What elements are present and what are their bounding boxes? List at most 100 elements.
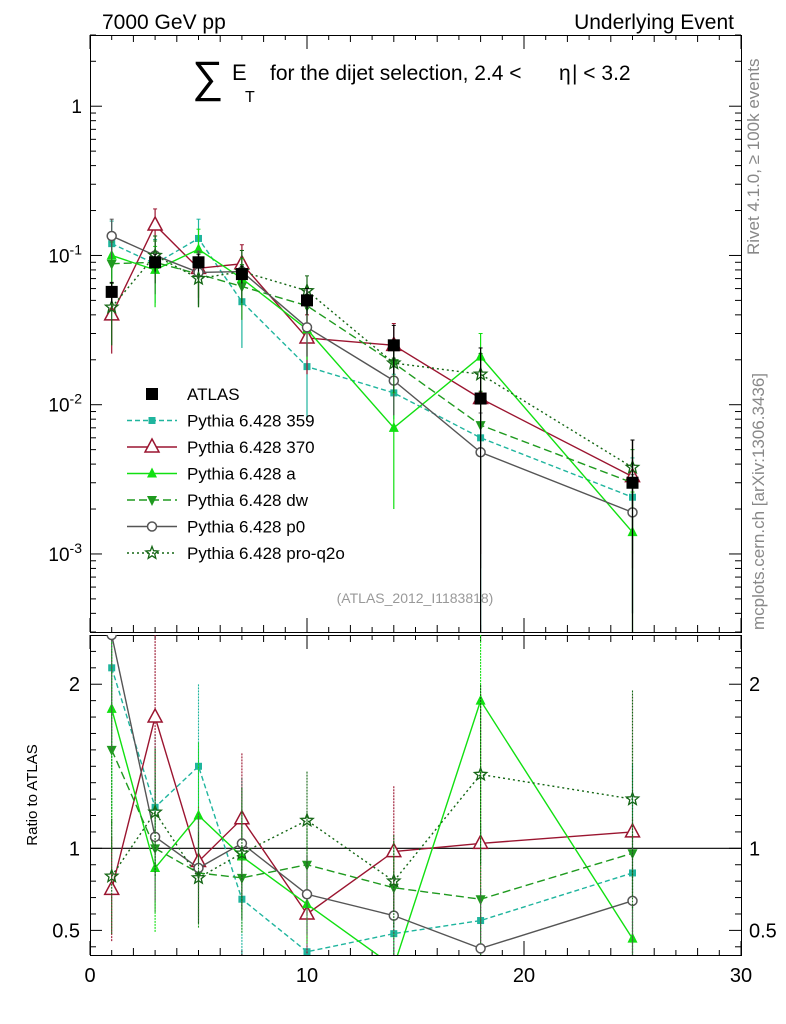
y-tick-label-main: 10-2 [48,391,82,417]
marker-open-circle [475,943,486,954]
y-tick-label-main: 10-1 [48,241,82,267]
marker-triangle [389,960,399,970]
series-line [111,223,633,478]
marker-star [103,298,120,314]
y-tick-label-ratio-left: 0.5 [52,920,80,942]
marker-square [626,476,639,489]
marker-open-triangle [146,707,164,723]
legend-label: Pythia 6.428 pro-q2o [187,544,345,563]
marker-open-circle [146,521,158,532]
analysis-id-label: (ATLAS_2012_I1183818) [337,590,494,606]
ratio-panel-frame [90,635,742,956]
y-tick-label-main: 10-3 [48,540,82,566]
series-line [111,235,633,514]
marker-triangle-down [475,895,486,906]
header-energy-label: 7000 GeV pp [102,11,226,34]
ratio-line [111,773,633,883]
marker-triangle [475,694,486,705]
series-line [111,248,634,533]
marker-star [385,872,402,888]
title-e: E [232,60,247,85]
marker-triangle-down [106,745,117,756]
marker-triangle [193,243,204,254]
series-atlas [105,253,639,632]
legend-label: ATLAS [187,385,240,404]
marker-open-circle [388,910,400,921]
marker-open-triangle [146,215,164,231]
ratio-line [111,699,634,955]
ratio-line [111,714,633,915]
plot-title: ∑ E T for the dijet selection, 2.4 < η |… [192,53,631,106]
legend-entry: ATLAS [146,385,240,404]
title-text: for the dijet selection, 2.4 < [270,62,522,85]
ratio-line [111,635,633,950]
header-process-label: Underlying Event [574,11,734,34]
ratio-series-layer [103,635,641,970]
main-series-layer [103,208,641,632]
y-tick-label-ratio-right: 0.5 [749,920,777,942]
x-tick-label: 0 [84,965,95,987]
x-tick-labels: 0 10 20 30 [84,965,752,987]
title-sigma: ∑ [192,53,223,102]
marker-triangle-down [106,259,117,270]
legend-entry: Pythia 6.428 a [127,465,296,484]
title-end: | < 3.2 [572,62,631,85]
marker-square [192,256,205,269]
x-tick-label: 10 [296,965,318,987]
legend-label: Pythia 6.428 370 [187,438,315,457]
marker-star [190,869,207,885]
marker-square [235,268,248,281]
ratio-series-pythia-6-428-pro-q2o [103,684,641,934]
legend-entry: Pythia 6.428 370 [127,437,315,457]
y-tick-label-ratio-left: 1 [69,838,80,860]
legend-entry: Pythia 6.428 dw [127,491,309,510]
legend-entry: Pythia 6.428 p0 [127,518,305,537]
ratio-line [111,667,633,953]
marker-small-square [195,762,202,770]
series-pythia-6-428-370 [103,208,641,569]
x-tick-label: 20 [513,965,535,987]
marker-star [190,270,207,286]
ratio-line [111,749,633,900]
y-tick-label-ratio-right: 2 [749,674,760,696]
ratio-axis-label: Ratio to ATLAS [24,744,41,845]
title-eta: η [559,62,571,85]
marker-star [233,844,250,860]
legend-label: Pythia 6.428 dw [187,491,309,510]
marker-open-circle [106,635,117,641]
marker-open-triangle [143,437,161,453]
marker-star [103,867,120,883]
marker-small-square [148,417,156,424]
marker-square [149,256,162,269]
main-axis-ticks: 10-3 10-2 10-1 1 [48,34,742,955]
main-panel-frame [90,35,742,633]
ratio-series-pythia-6-428-dw [106,649,638,955]
marker-star [147,803,164,819]
marker-triangle-down [147,496,157,506]
series-line [111,261,633,484]
marker-open-circle [301,322,313,333]
legend-label: Pythia 6.428 p0 [187,518,305,537]
marker-triangle [388,421,399,432]
legend-label: Pythia 6.428 359 [187,412,315,431]
legend-label: Pythia 6.428 a [187,465,296,484]
marker-open-circle [106,230,117,242]
series-line [111,254,633,469]
marker-star [144,544,160,560]
marker-open-circle [301,889,313,900]
y-tick-label-ratio-right: 1 [749,838,760,860]
y-tick-label-ratio-left: 2 [69,674,80,696]
ratio-series-pythia-6-428-370 [103,635,641,955]
x-tick-label: 30 [730,965,752,987]
series-pythia-6-428-pro-q2o [103,235,641,516]
legend-entry: Pythia 6.428 pro-q2o [127,544,345,563]
marker-star [472,766,489,782]
legend-entry: Pythia 6.428 359 [127,412,315,431]
marker-square [387,339,400,352]
marker-square [146,388,158,400]
rivet-version-label: Rivet 4.1.0, ≥ 100k events [744,59,763,255]
marker-star [299,812,315,828]
y-tick-label-main: 1 [71,97,82,118]
marker-square [301,294,313,307]
